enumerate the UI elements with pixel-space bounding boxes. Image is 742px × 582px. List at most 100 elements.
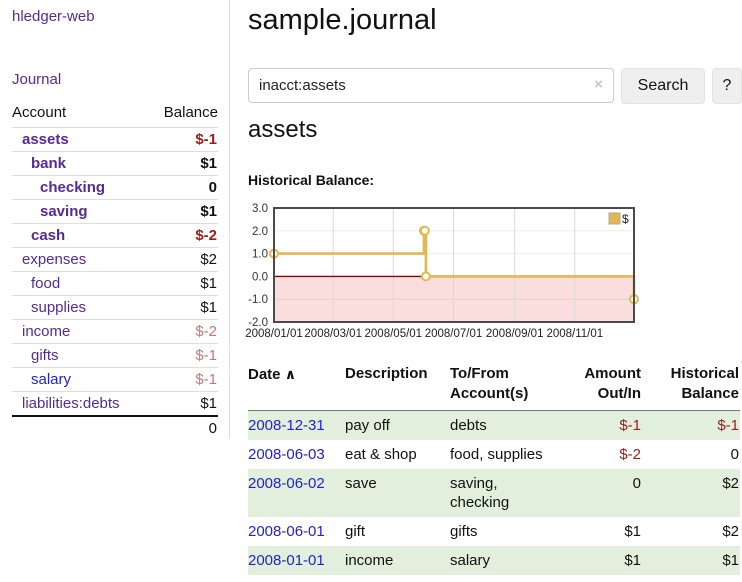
account-balance: $1: [148, 271, 218, 296]
account-column-header: Account: [12, 104, 67, 121]
transaction-balance: 0: [730, 446, 739, 463]
account-balance: $1: [148, 391, 218, 416]
historical-balance-chart[interactable]: 2008/01/01 2008/03/01 2008/05/01 2008/07/01…: [245, 203, 688, 344]
transaction-amount: $-1: [560, 410, 642, 440]
account-link-saving[interactable]: saving: [40, 203, 88, 220]
balance-column-header: Historical Balance: [642, 360, 740, 411]
account-link-assets[interactable]: assets: [22, 131, 69, 148]
account-link-cash[interactable]: cash: [31, 227, 66, 244]
accounts-total-value: 0: [148, 415, 218, 440]
account-row-liabilities-debts: liabilities:debts $1: [12, 391, 218, 416]
register-row: 2008-06-02 save saving, checking 0 $2: [248, 469, 740, 517]
account-balance: $1: [148, 295, 218, 320]
svg-text:-1.0: -1.0: [248, 294, 268, 306]
help-button[interactable]: ?: [712, 68, 742, 104]
account-balance: 0: [148, 175, 218, 200]
account-row-cash: cash $-2: [12, 223, 218, 248]
svg-text:2.0: 2.0: [252, 226, 268, 238]
search-button[interactable]: Search: [621, 68, 705, 104]
account-link-food[interactable]: food: [31, 275, 61, 292]
transaction-accounts: saving, checking: [450, 469, 560, 517]
account-link-liabilities-debts[interactable]: liabilities:debts: [22, 395, 120, 412]
account-balance: $-1: [148, 367, 218, 392]
account-link-gifts[interactable]: gifts: [31, 347, 59, 364]
transaction-date-link[interactable]: 2008-06-01: [248, 523, 325, 540]
account-balance: $2: [148, 247, 218, 272]
account-heading: assets: [248, 116, 318, 143]
transaction-description: eat & shop: [345, 446, 417, 463]
clear-search-icon[interactable]: ×: [594, 76, 603, 93]
account-link-expenses[interactable]: expenses: [22, 251, 87, 268]
account-balance: $-2: [148, 319, 218, 344]
transaction-accounts: gifts: [450, 523, 478, 540]
register-row: 2008-01-01 income salary $1 $1: [248, 546, 740, 575]
sidebar: hledger-web Journal Account Balance asse…: [0, 0, 230, 440]
accounts-table: Account Balance assets $-1 bank $1 checkin…: [12, 100, 218, 440]
transaction-description: pay off: [345, 410, 450, 440]
transaction-date-link[interactable]: 2008-12-31: [248, 417, 325, 434]
svg-text:3.0: 3.0: [252, 203, 268, 215]
account-row-saving: saving $1: [12, 199, 218, 224]
account-balance: $1: [148, 199, 218, 224]
description-column-header: Description: [345, 360, 450, 411]
sort-ascending-icon: ∧: [284, 366, 297, 382]
search-form: × Search ?: [248, 68, 742, 106]
account-link-checking[interactable]: checking: [40, 179, 106, 196]
transaction-amount: $1: [624, 523, 641, 540]
svg-text:1.0: 1.0: [252, 249, 268, 261]
account-row-salary: salary $-1: [12, 367, 218, 392]
register-row: 2008-06-01 gift gifts $1 $2: [248, 517, 740, 546]
transaction-date-link[interactable]: 2008-06-03: [248, 446, 325, 463]
date-column-header[interactable]: Date ∧: [248, 360, 345, 411]
transaction-balance: $2: [722, 523, 739, 540]
account-balance: $-1: [148, 127, 218, 152]
register-row: 2008-12-31 pay off debts $-1 $-1: [248, 410, 740, 440]
register-row: 2008-06-03 eat & shop food, supplies $-2…: [248, 440, 740, 469]
account-row-food: food $1: [12, 271, 218, 296]
svg-text:2008/03/01: 2008/03/01: [304, 328, 362, 340]
transaction-date-link[interactable]: 2008-01-01: [248, 552, 325, 569]
transaction-accounts: debts: [450, 410, 560, 440]
legend-label: $: [622, 212, 629, 226]
svg-text:2008/05/01: 2008/05/01: [365, 328, 423, 340]
account-link-salary[interactable]: salary: [31, 371, 72, 388]
register-header-row: Date ∧ Description To/From Account(s) Am…: [248, 360, 740, 411]
journal-nav-link[interactable]: Journal: [12, 71, 62, 88]
transaction-date-link[interactable]: 2008-06-02: [248, 475, 325, 492]
account-row-income: income $-2: [12, 319, 218, 344]
register-table: Date ∧ Description To/From Account(s) Am…: [248, 360, 740, 575]
transaction-balance: $2: [642, 469, 740, 517]
svg-text:2008/09/01: 2008/09/01: [486, 328, 544, 340]
transaction-accounts: food, supplies: [450, 446, 543, 463]
transaction-accounts: salary: [450, 546, 560, 575]
account-link-supplies[interactable]: supplies: [31, 299, 87, 316]
account-balance: $-1: [148, 343, 218, 368]
transaction-description: save: [345, 469, 450, 517]
transaction-balance: $1: [642, 546, 740, 575]
svg-text:-2.0: -2.0: [248, 317, 268, 329]
svg-text:2008/11/01: 2008/11/01: [546, 328, 603, 340]
search-input[interactable]: [248, 68, 614, 103]
legend-swatch: [608, 212, 621, 225]
transaction-amount: $1: [560, 546, 642, 575]
chart-title: Historical Balance:: [248, 172, 375, 188]
accounts-column-header: To/From Account(s): [450, 360, 560, 411]
transaction-description: gift: [345, 523, 366, 540]
accounts-total-row: 0: [12, 415, 218, 440]
amount-column-header: Amount Out/In: [560, 360, 642, 411]
page-title: sample.journal: [248, 4, 437, 36]
account-link-bank[interactable]: bank: [31, 155, 67, 172]
transaction-amount: $-2: [619, 446, 641, 463]
transaction-balance: $-1: [642, 410, 740, 440]
account-link-income[interactable]: income: [22, 323, 71, 340]
account-row-gifts: gifts $-1: [12, 343, 218, 368]
account-row-expenses: expenses $2: [12, 247, 218, 272]
balance-column-header: Balance: [163, 104, 218, 121]
account-row-assets: assets $-1: [12, 127, 218, 152]
account-row-supplies: supplies $1: [12, 295, 218, 320]
chart-canvas[interactable]: 2008/01/01 2008/03/01 2008/05/01 2008/07/01…: [245, 203, 688, 344]
transaction-amount: 0: [560, 469, 642, 517]
app-title-link[interactable]: hledger-web: [12, 8, 95, 25]
transaction-description: income: [345, 546, 450, 575]
account-row-checking: checking 0: [12, 175, 218, 200]
